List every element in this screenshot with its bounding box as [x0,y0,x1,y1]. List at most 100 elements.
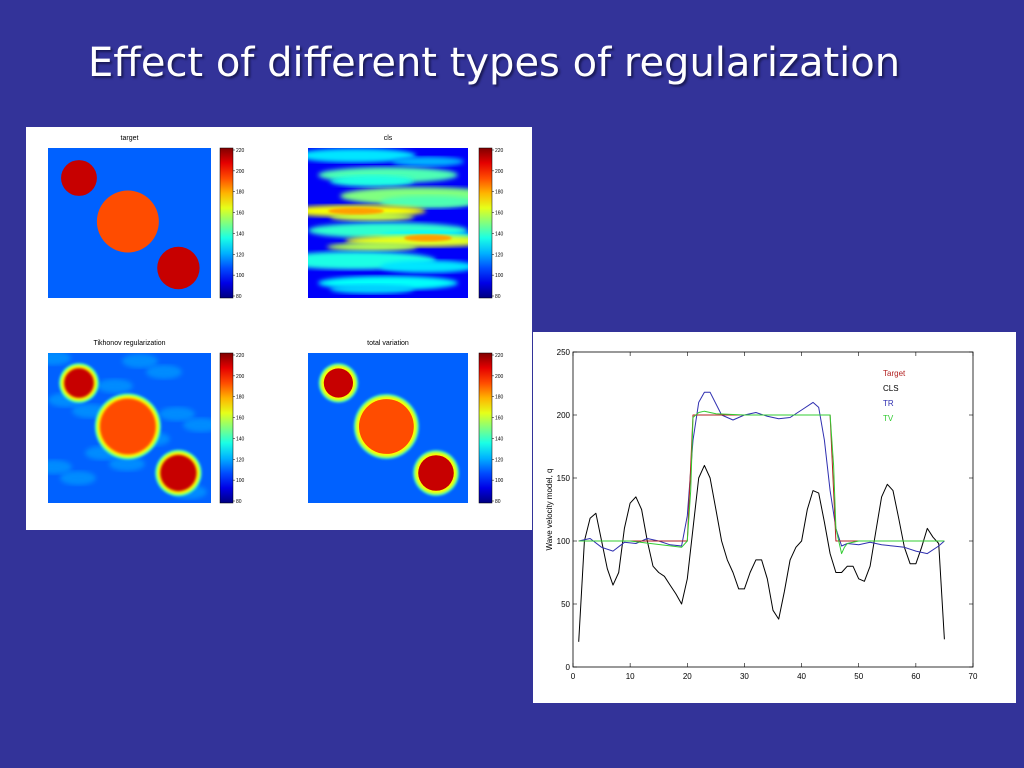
background-ripple [60,471,96,485]
colorbar-tick-label: 120 [236,457,245,463]
image-panel-target: target 220 200 180 160 140 120 100 80 [48,135,245,300]
cls-band-secondary [380,195,468,209]
cls-hot-streak [328,207,384,215]
cls-band [308,148,416,163]
colorbar: 220 200 180 160 140 120 100 80 [219,147,245,300]
reconstruction-images-figure: target 220 200 180 160 140 120 100 80 cls 220 200 18… [26,127,532,530]
background-ripple [97,379,133,393]
disc-core [418,455,454,491]
colorbar-gradient-rect [478,147,493,299]
disc-core [323,368,353,398]
image-title: target [121,135,139,142]
series-line-tr [578,391,945,555]
y-tick-label: 150 [557,474,571,483]
colorbar-tick-label: 180 [495,395,504,401]
image-panel-tv: total variation 220 200 180 160 140 120 100 80 [308,340,504,505]
y-tick-label: 100 [557,537,571,546]
background-ripple [159,407,195,421]
cls-band-secondary [392,156,464,167]
target-disc [61,160,97,196]
image-panel-cls: cls 220 200 180 160 140 120 100 80 [308,135,504,300]
colorbar-tick-label: 80 [495,499,501,505]
disc-core [64,368,94,398]
colorbar-tick-label: 100 [236,478,245,484]
colorbar-tick-label: 180 [236,395,245,401]
colorbar-tick-label: 160 [236,211,245,217]
x-tick-label: 50 [854,672,863,681]
velocity-profile-chart: 0 10 20 30 40 50 60 70 0 50 100 150 200 250 Wave veloc… [533,332,1016,703]
colorbar: 220 200 180 160 140 120 100 80 [478,352,504,505]
series-line-cls [578,464,945,642]
colorbar-tick-label: 120 [495,252,504,258]
legend: Target CLS TR TV [883,369,906,423]
colorbar-tick-label: 200 [495,374,504,380]
image-area [308,353,468,503]
background-ripple [183,418,211,432]
legend-entry: CLS [883,384,899,393]
colorbar-tick-label: 220 [495,353,504,359]
colorbar-gradient-rect [219,147,234,299]
colorbar: 220 200 180 160 140 120 100 80 [478,147,504,300]
colorbar-tick-label: 200 [495,169,504,175]
image-area [308,148,468,298]
target-disc [157,246,200,290]
colorbar-tick-label: 160 [495,211,504,217]
x-tick-label: 0 [571,672,576,681]
x-tick-label: 30 [740,672,749,681]
y-tick-label: 200 [557,411,571,420]
velocity-profile-svg: 0 10 20 30 40 50 60 70 0 50 100 150 200 250 Wave veloc… [545,348,978,681]
colorbar-tick-label: 80 [236,499,242,505]
colorbar-tick-label: 120 [236,252,245,258]
legend-entry: TR [883,399,894,408]
target-disc [96,190,159,253]
colorbar-tick-label: 140 [236,436,245,442]
colorbar-tick-label: 160 [236,416,245,422]
cls-band-secondary [330,284,414,294]
plot-frame [572,351,974,668]
colorbar-tick-label: 80 [495,294,501,300]
disc-core [359,399,414,454]
colorbar-tick-label: 220 [495,148,504,154]
colorbar-tick-label: 100 [236,273,245,279]
colorbar-tick-label: 160 [495,416,504,422]
colorbar-gradient-rect [219,352,234,504]
y-axis-label: Wave velocity model, q [545,469,554,551]
disc-core [99,398,156,455]
image-panel-tikhonov: Tikhonov regularization 220 200 180 160 140 12… [48,340,245,505]
image-title: Tikhonov regularization [93,340,165,347]
background-ripple [48,460,72,474]
x-tick-label: 20 [683,672,692,681]
colorbar-tick-label: 120 [495,457,504,463]
x-tick-label: 10 [626,672,635,681]
x-tick-label: 70 [969,672,978,681]
image-title: cls [384,135,393,142]
legend-entry: Target [883,369,906,378]
x-tick-label: 60 [911,672,920,681]
background-ripple [109,457,145,471]
background-ripple [146,365,182,379]
colorbar: 220 200 180 160 140 120 100 80 [219,352,245,505]
colorbar-tick-label: 180 [495,190,504,196]
colorbar-tick-label: 220 [236,148,245,154]
cls-band-secondary [330,175,414,187]
image-area [48,353,211,503]
slide-title: Effect of different types of regularizat… [88,40,901,86]
cls-band-secondary [380,260,468,273]
colorbar-tick-label: 140 [495,436,504,442]
image-area [48,148,211,298]
colorbar-gradient-rect [478,352,493,504]
reconstruction-images-svg: target 220 200 180 160 140 120 100 80 cls 220 200 18… [48,135,504,505]
colorbar-tick-label: 220 [236,353,245,359]
background-ripple [48,353,71,365]
y-tick-label: 50 [561,600,570,609]
colorbar-tick-label: 200 [236,169,245,175]
colorbar-tick-label: 140 [495,231,504,237]
y-tick-label: 0 [566,663,571,672]
series-line-tv [578,410,945,555]
legend-entry: TV [883,414,894,423]
cls-hot-streak [404,234,452,242]
background-ripple [122,354,158,368]
colorbar-tick-label: 100 [495,273,504,279]
disc-core [160,454,197,492]
image-title: total variation [367,340,409,347]
